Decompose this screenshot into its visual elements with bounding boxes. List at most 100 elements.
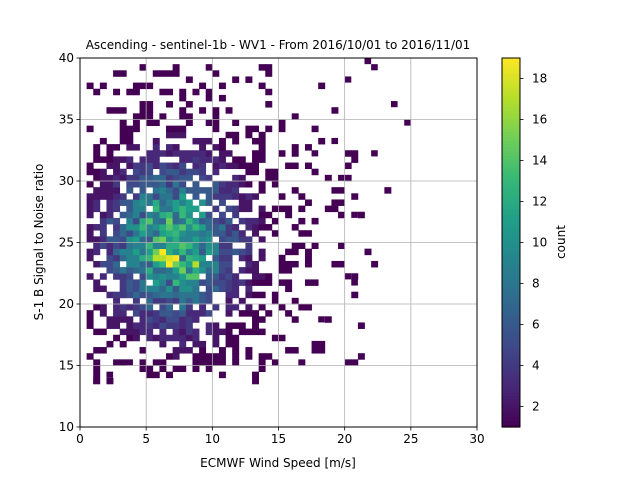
colorbar-strip <box>502 174 520 179</box>
histogram-cell <box>245 353 253 360</box>
colorbar-strip <box>502 122 520 127</box>
histogram-cell <box>199 310 207 317</box>
histogram-cell <box>172 168 180 176</box>
histogram-cell <box>238 328 246 336</box>
histogram-cell <box>93 328 101 336</box>
histogram-cell <box>245 328 253 336</box>
histogram-cell <box>232 285 240 293</box>
histogram-cell <box>218 254 226 262</box>
histogram-cell <box>86 353 94 360</box>
histogram-cell <box>285 205 293 213</box>
histogram-cell <box>212 304 220 311</box>
colorbar-strip <box>502 356 520 360</box>
histogram-cell <box>185 211 193 219</box>
histogram-cell <box>99 137 107 145</box>
colorbar-strip <box>502 380 520 385</box>
histogram-cell <box>278 279 286 286</box>
histogram-cell <box>252 279 259 286</box>
histogram-cell <box>185 150 193 157</box>
histogram-cell <box>238 310 246 317</box>
histogram-cell <box>179 156 187 163</box>
histogram-cell <box>185 260 193 268</box>
histogram-cell <box>199 162 207 170</box>
histogram-cell <box>245 279 253 286</box>
histogram-cell <box>139 181 147 188</box>
colorbar-strip <box>502 236 520 241</box>
histogram-cell <box>126 181 134 188</box>
histogram-cell <box>166 217 173 225</box>
histogram-cell <box>344 359 352 366</box>
colorbar-strip <box>502 297 520 302</box>
histogram-cell <box>126 328 134 336</box>
colorbar-strip <box>502 365 520 370</box>
histogram-cell <box>126 267 134 274</box>
histogram-cell <box>172 254 180 262</box>
histogram-cell <box>212 328 220 336</box>
histogram-cell <box>218 193 226 200</box>
histogram-cell <box>166 310 173 317</box>
histogram-cell <box>132 242 140 249</box>
histogram-cell <box>218 187 226 194</box>
histogram-cell <box>99 181 107 188</box>
x-tick-label: 5 <box>142 432 150 446</box>
histogram-cell <box>304 248 312 256</box>
histogram-cell <box>252 267 259 274</box>
colorbar-strip <box>502 131 520 136</box>
histogram-cell <box>185 205 193 213</box>
histogram-cell <box>172 217 180 225</box>
histogram-cell <box>344 150 352 157</box>
histogram-cell <box>152 181 160 188</box>
histogram-cell <box>364 248 372 256</box>
histogram-cell <box>93 260 101 268</box>
histogram-cell <box>172 353 180 360</box>
histogram-cell <box>166 230 173 237</box>
histogram-cell <box>139 260 147 268</box>
colorbar-strip <box>502 82 520 87</box>
histogram-cell <box>166 193 173 200</box>
colorbar-strip <box>502 334 520 339</box>
histogram-cell <box>192 279 200 286</box>
histogram-cell <box>318 340 326 348</box>
histogram-cell <box>218 224 226 231</box>
histogram-cell <box>139 279 147 286</box>
histogram-cell <box>119 156 127 163</box>
histogram-cell <box>351 150 359 157</box>
histogram-cell <box>119 119 127 126</box>
colorbar-strip <box>502 153 520 157</box>
histogram-cell <box>232 131 240 139</box>
histogram-cell <box>205 88 213 96</box>
histogram-cell <box>225 273 233 280</box>
histogram-cell <box>185 224 193 231</box>
histogram-cell <box>265 224 273 231</box>
histogram-cell <box>278 304 286 311</box>
histogram-cell <box>245 76 253 83</box>
histogram-cell <box>166 242 173 249</box>
histogram-cell <box>232 340 240 348</box>
colorbar-strip <box>502 110 520 114</box>
histogram-cell <box>238 156 246 163</box>
histogram-cell <box>126 279 134 286</box>
histogram-cell <box>179 94 187 102</box>
histogram-cell <box>338 174 345 181</box>
histogram-cell <box>113 230 121 237</box>
colorbar-strip <box>502 119 520 124</box>
colorbar-strip <box>502 245 520 250</box>
histogram-cell <box>146 371 154 379</box>
histogram-cell <box>126 273 134 280</box>
histogram-cell <box>132 236 140 243</box>
histogram-cell <box>271 297 279 305</box>
histogram-cell <box>271 359 279 366</box>
histogram-cell <box>192 230 200 237</box>
histogram-cell <box>152 322 160 329</box>
histogram-cell <box>225 107 233 114</box>
histogram-cell <box>166 199 173 206</box>
histogram-cell <box>132 199 140 206</box>
histogram-cell <box>285 279 293 286</box>
histogram-cell <box>192 168 200 176</box>
histogram-cell <box>351 211 358 218</box>
x-tick-label: 0 <box>76 432 84 446</box>
histogram-cell <box>132 254 140 262</box>
histogram-cell <box>119 193 127 200</box>
histogram-cell <box>304 254 312 262</box>
histogram-cell <box>126 137 134 145</box>
